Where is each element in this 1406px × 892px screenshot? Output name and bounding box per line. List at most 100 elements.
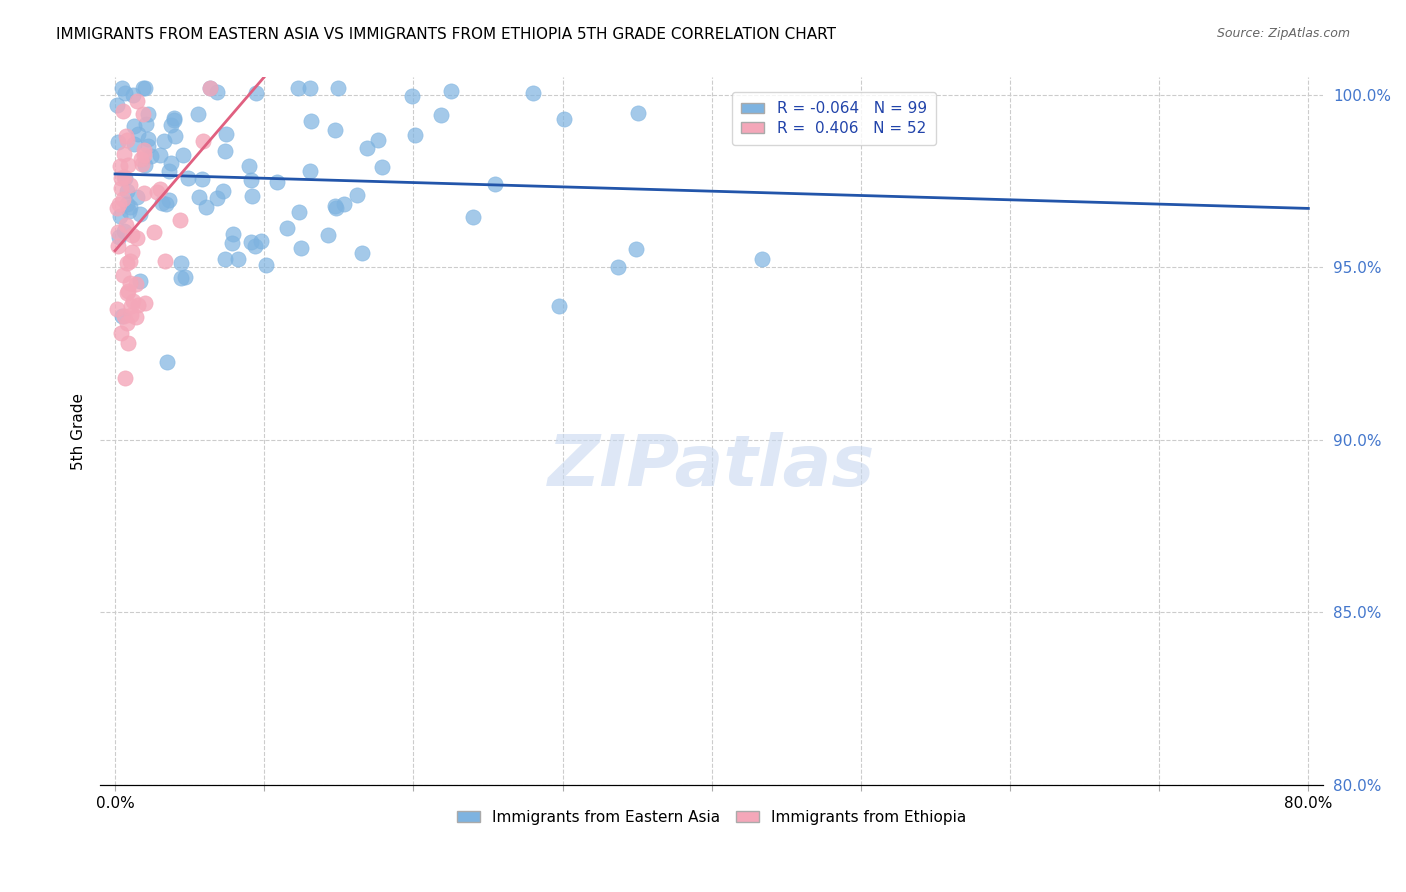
Point bbox=[132, 143, 155, 157]
Point bbox=[194, 200, 217, 214]
Point bbox=[325, 202, 347, 216]
Point bbox=[157, 193, 180, 207]
Point bbox=[127, 128, 149, 142]
Point bbox=[239, 235, 262, 249]
Point bbox=[254, 259, 277, 273]
Point bbox=[751, 252, 773, 266]
Point bbox=[115, 316, 138, 330]
Point bbox=[134, 80, 156, 95]
Point bbox=[211, 185, 233, 199]
Point bbox=[155, 354, 177, 368]
Point bbox=[157, 164, 180, 178]
Point bbox=[205, 85, 228, 99]
Point bbox=[112, 224, 135, 238]
Point bbox=[153, 254, 176, 268]
Point bbox=[114, 171, 136, 186]
Point bbox=[134, 295, 156, 310]
Point bbox=[118, 204, 141, 219]
Point bbox=[125, 310, 148, 324]
Point bbox=[134, 148, 156, 162]
Point bbox=[110, 326, 132, 340]
Point bbox=[190, 172, 212, 186]
Text: ZIPatlas: ZIPatlas bbox=[548, 432, 876, 501]
Point bbox=[287, 205, 309, 219]
Point bbox=[110, 171, 132, 186]
Point bbox=[107, 135, 129, 149]
Point bbox=[276, 220, 298, 235]
Point bbox=[122, 87, 145, 102]
Point bbox=[120, 299, 142, 313]
Point bbox=[429, 108, 451, 122]
Point bbox=[111, 310, 134, 324]
Point bbox=[214, 252, 236, 267]
Point bbox=[266, 175, 288, 189]
Point bbox=[170, 256, 193, 270]
Point bbox=[367, 133, 389, 147]
Point bbox=[124, 137, 146, 152]
Point bbox=[170, 271, 193, 285]
Point bbox=[108, 229, 131, 244]
Point bbox=[238, 159, 260, 173]
Point bbox=[111, 268, 134, 282]
Point bbox=[287, 81, 309, 95]
Point bbox=[132, 107, 155, 121]
Point bbox=[143, 225, 166, 239]
Point bbox=[107, 226, 129, 240]
Point bbox=[159, 119, 181, 133]
Point bbox=[135, 117, 157, 131]
Point bbox=[121, 244, 143, 259]
Point bbox=[108, 159, 131, 173]
Point bbox=[107, 239, 129, 253]
Point bbox=[150, 196, 173, 211]
Point bbox=[461, 211, 484, 225]
Point bbox=[139, 149, 162, 163]
Point bbox=[117, 286, 139, 301]
Point bbox=[110, 180, 132, 194]
Point bbox=[121, 227, 143, 242]
Point bbox=[129, 207, 152, 221]
Point bbox=[243, 239, 266, 253]
Point bbox=[146, 185, 169, 199]
Point bbox=[245, 86, 267, 100]
Point bbox=[127, 297, 149, 311]
Point bbox=[198, 80, 221, 95]
Point bbox=[111, 80, 134, 95]
Point bbox=[117, 158, 139, 172]
Point bbox=[129, 153, 152, 167]
Point bbox=[222, 227, 245, 241]
Point bbox=[484, 177, 506, 191]
Point bbox=[153, 134, 176, 148]
Point bbox=[370, 161, 392, 175]
Legend: Immigrants from Eastern Asia, Immigrants from Ethiopia: Immigrants from Eastern Asia, Immigrants… bbox=[449, 801, 976, 834]
Point bbox=[318, 228, 340, 243]
Point bbox=[172, 148, 194, 162]
Point bbox=[120, 308, 142, 322]
Point bbox=[177, 171, 200, 186]
Point bbox=[346, 188, 368, 202]
Point bbox=[214, 144, 236, 158]
Point bbox=[117, 335, 139, 350]
Point bbox=[326, 81, 349, 95]
Point bbox=[290, 242, 312, 256]
Point bbox=[117, 133, 139, 147]
Point bbox=[111, 103, 134, 118]
Point bbox=[323, 199, 346, 213]
Point bbox=[110, 210, 132, 224]
Point bbox=[125, 95, 148, 109]
Point bbox=[117, 256, 139, 270]
Point bbox=[112, 170, 135, 185]
Point bbox=[112, 310, 135, 324]
Point bbox=[129, 274, 152, 288]
Text: IMMIGRANTS FROM EASTERN ASIA VS IMMIGRANTS FROM ETHIOPIA 5TH GRADE CORRELATION C: IMMIGRANTS FROM EASTERN ASIA VS IMMIGRAN… bbox=[56, 27, 837, 42]
Point bbox=[624, 242, 647, 256]
Point bbox=[553, 112, 575, 127]
Point bbox=[122, 120, 145, 134]
Point bbox=[155, 196, 177, 211]
Point bbox=[122, 293, 145, 308]
Point bbox=[174, 269, 197, 284]
Point bbox=[200, 81, 222, 95]
Point bbox=[606, 260, 628, 274]
Point bbox=[132, 80, 155, 95]
Point bbox=[163, 111, 186, 125]
Point bbox=[299, 163, 322, 178]
